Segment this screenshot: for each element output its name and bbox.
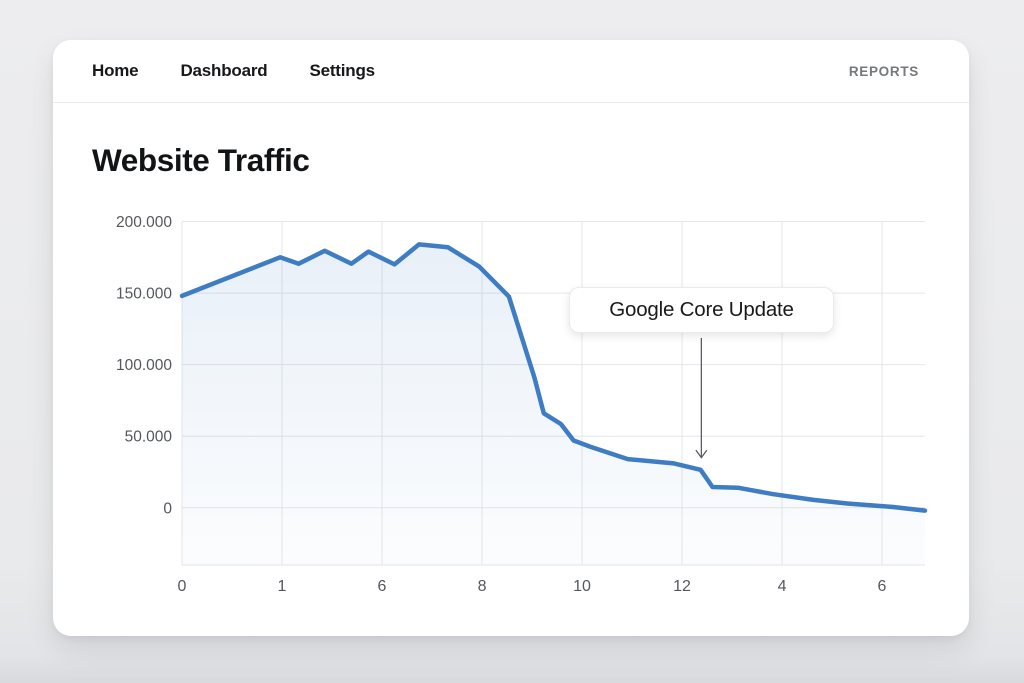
y-tick-label: 150.000 <box>116 286 172 303</box>
y-tick-label: 200.000 <box>116 214 172 231</box>
traffic-chart: 200.000 150.000 100.000 50.000 0 0 1 6 8 10 12 4 6 <box>116 214 928 595</box>
x-tick-label: 10 <box>573 578 591 595</box>
app-card: Home Dashboard Settings REPORTS Website … <box>53 40 969 636</box>
x-tick-label: 4 <box>778 578 787 595</box>
x-tick-label: 8 <box>478 578 487 595</box>
traffic-area-fill <box>182 244 925 565</box>
y-tick-label: 100.000 <box>116 357 172 374</box>
annotation-label: Google Core Update <box>609 298 794 321</box>
reports-link[interactable]: REPORTS <box>848 63 919 79</box>
nav-item-dashboard[interactable]: Dashboard <box>180 61 268 80</box>
x-tick-label: 12 <box>673 578 691 595</box>
nav-item-home[interactable]: Home <box>92 61 139 80</box>
nav-bar: Home Dashboard Settings REPORTS <box>53 40 969 103</box>
x-tick-label: 6 <box>378 578 387 595</box>
page-title: Website Traffic <box>92 142 310 178</box>
y-tick-label: 50.000 <box>125 429 173 446</box>
x-tick-label: 0 <box>178 578 187 595</box>
x-tick-label: 1 <box>278 578 287 595</box>
annotation-callout: Google Core Update <box>569 287 834 333</box>
annotation-arrowhead <box>695 449 708 459</box>
x-tick-label: 6 <box>878 578 887 595</box>
traffic-line <box>179 242 928 513</box>
y-tick-label: 0 <box>163 500 172 517</box>
nav-item-settings[interactable]: Settings <box>309 61 375 80</box>
